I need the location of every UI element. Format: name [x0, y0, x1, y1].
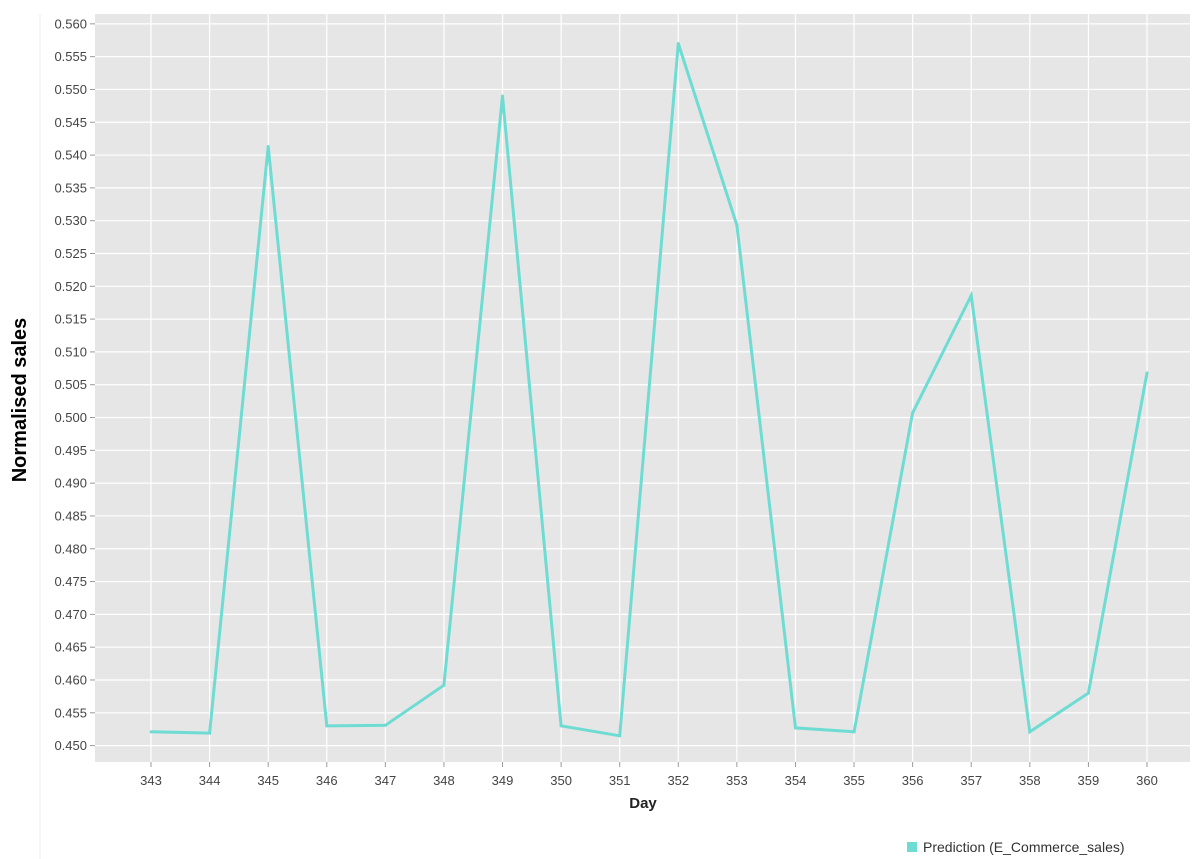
y-tick-label: 0.460: [54, 672, 87, 687]
data-point: [852, 730, 856, 734]
grid-lines: [95, 14, 1190, 762]
series-line-prediction: [150, 43, 1149, 738]
y-axis: 0.450 0.455 0.460 0.465 0.470 0.475 0.480 0.485…: [54, 16, 95, 753]
data-point: [735, 223, 739, 227]
data-point: [1028, 730, 1032, 734]
y-tick-label: 0.530: [54, 213, 87, 228]
data-point: [911, 411, 915, 415]
y-tick-label: 0.510: [54, 344, 87, 359]
y-tick-label: 0.475: [54, 574, 87, 589]
y-tick-label: 0.520: [54, 279, 87, 294]
y-tick-label: 0.525: [54, 246, 87, 261]
data-point: [676, 42, 680, 46]
y-tick-label: 0.550: [54, 82, 87, 97]
data-point: [383, 723, 387, 727]
data-point: [1145, 371, 1149, 375]
y-tick-label: 0.515: [54, 312, 87, 327]
data-point: [442, 683, 446, 687]
data-point: [325, 724, 329, 728]
x-tick-label: 344: [199, 773, 221, 788]
x-axis: 343 344 345 346 347 348 349 350 351 352 353 354 355 3…: [140, 762, 1158, 788]
x-tick-label: 352: [667, 773, 689, 788]
x-tick-label: 350: [550, 773, 572, 788]
x-tick-label: 353: [726, 773, 748, 788]
x-tick-label: 354: [785, 773, 807, 788]
x-tick-label: 358: [1019, 773, 1041, 788]
y-tick-label: 0.500: [54, 410, 87, 425]
data-point: [149, 730, 153, 734]
y-axis-label: Normalised sales: [9, 318, 31, 483]
data-point: [793, 726, 797, 730]
x-tick-label: 355: [843, 773, 865, 788]
y-tick-label: 0.495: [54, 443, 87, 458]
series-points: [149, 42, 1149, 738]
legend-label: Prediction (E_Commerce_sales): [923, 839, 1125, 855]
y-tick-label: 0.555: [54, 49, 87, 64]
y-tick-label: 0.505: [54, 377, 87, 392]
x-tick-label: 343: [140, 773, 162, 788]
data-point: [266, 145, 270, 149]
y-tick-label: 0.535: [54, 180, 87, 195]
x-tick-label: 348: [433, 773, 455, 788]
y-tick-label: 0.560: [54, 16, 87, 31]
x-tick-label: 357: [960, 773, 982, 788]
data-point: [618, 734, 622, 738]
y-tick-label: 0.480: [54, 541, 87, 556]
x-tick-label: 359: [1078, 773, 1100, 788]
y-tick-label: 0.490: [54, 476, 87, 491]
y-tick-label: 0.545: [54, 115, 87, 130]
y-tick-label: 0.450: [54, 738, 87, 753]
data-point: [208, 731, 212, 735]
x-tick-label: 345: [257, 773, 279, 788]
x-tick-label: 356: [902, 773, 924, 788]
x-tick-label: 346: [316, 773, 338, 788]
x-tick-label: 349: [492, 773, 514, 788]
x-tick-label: 360: [1136, 773, 1158, 788]
data-point: [501, 94, 505, 98]
y-tick-label: 0.485: [54, 508, 87, 523]
legend-swatch: [907, 842, 917, 852]
y-tick-label: 0.455: [54, 705, 87, 720]
x-axis-label: Day: [629, 795, 657, 812]
data-point: [969, 293, 973, 297]
x-tick-label: 351: [609, 773, 631, 788]
y-tick-label: 0.470: [54, 607, 87, 622]
y-tick-label: 0.540: [54, 148, 87, 163]
plot-area: [95, 14, 1190, 762]
data-point: [559, 724, 563, 728]
x-tick-label: 347: [375, 773, 397, 788]
data-point: [1086, 691, 1090, 695]
y-tick-label: 0.465: [54, 640, 87, 655]
legend: Prediction (E_Commerce_sales): [907, 839, 1125, 855]
